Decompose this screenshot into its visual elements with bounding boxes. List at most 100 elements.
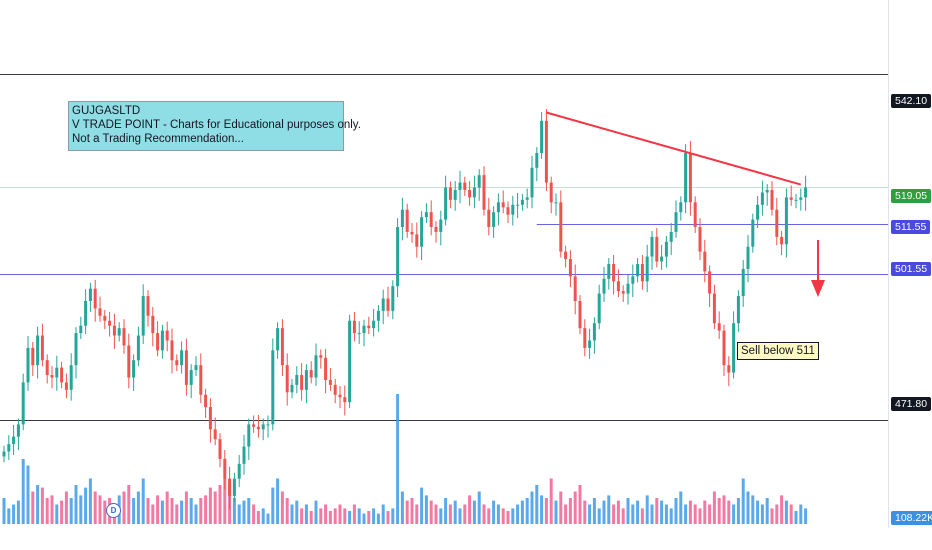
candle-body: [223, 458, 227, 479]
volume-bar: [156, 495, 160, 524]
candle-body: [88, 288, 92, 302]
volume-bar: [602, 500, 606, 524]
candle-body: [218, 439, 222, 459]
volume-bar: [103, 500, 107, 524]
volume-bar: [208, 487, 212, 524]
candle-body: [520, 199, 524, 205]
candle-body: [271, 350, 275, 425]
volume-bar: [612, 504, 616, 524]
volume-bar: [415, 504, 419, 524]
volume-bar: [444, 498, 448, 524]
volume-bar: [348, 511, 352, 524]
candle-body: [669, 231, 673, 242]
volume-bar: [367, 511, 371, 524]
candle-body: [165, 330, 169, 341]
volume-bar: [223, 478, 227, 524]
volume-bar: [636, 500, 640, 524]
candle-body: [36, 335, 40, 366]
volume-bar: [151, 504, 155, 524]
candle-body: [372, 320, 376, 329]
volume-bar: [314, 500, 318, 524]
candle-body: [424, 212, 428, 218]
volume-bar: [760, 504, 764, 524]
candle-body: [60, 367, 64, 383]
candle-body: [655, 236, 659, 262]
candle-body: [679, 202, 683, 213]
volume-bar: [751, 495, 755, 524]
candle-body: [717, 323, 721, 331]
volume-bar: [592, 498, 596, 524]
sell-callout[interactable]: Sell below 511: [737, 342, 819, 360]
candle-body: [602, 278, 606, 294]
volume-bar: [535, 485, 539, 524]
volume-bar: [362, 513, 366, 524]
volume-bar: [674, 498, 678, 524]
dividend-marker-icon[interactable]: D: [106, 503, 121, 518]
volume-bar: [511, 508, 515, 524]
volume-bar: [295, 500, 299, 524]
candle-body: [156, 333, 160, 351]
volume-bar: [573, 491, 577, 524]
candle-body: [597, 293, 601, 324]
volume-bar: [405, 500, 409, 524]
volume-bar: [693, 504, 697, 524]
annotation-box[interactable]: GUJGASLTD V TRADE POINT - Charts for Edu…: [68, 101, 361, 151]
candle-body: [213, 429, 217, 440]
volume-bar: [132, 498, 136, 524]
candle-body: [511, 204, 515, 215]
candle-body: [439, 219, 443, 232]
volume-bar: [568, 498, 572, 524]
candle-body: [141, 296, 145, 336]
volume-bar: [2, 498, 6, 524]
candle-body: [722, 330, 726, 366]
volume-bar: [40, 487, 44, 524]
price-tag-511: 511.55: [891, 220, 931, 234]
candle-body: [242, 446, 246, 464]
candle-body: [540, 120, 544, 153]
candle-body: [26, 347, 30, 383]
price-axis-border: [888, 0, 889, 528]
candle-body: [468, 189, 472, 198]
volume-bar: [420, 487, 424, 524]
candle-body: [357, 333, 361, 335]
candle-body: [204, 394, 208, 408]
volume-bar: [247, 498, 251, 524]
candle-body: [410, 231, 414, 235]
candle-body: [328, 379, 332, 385]
volume-bar: [391, 508, 395, 524]
candlesticks: [2, 109, 808, 510]
volume-bar: [501, 508, 505, 524]
candle-body: [429, 212, 433, 227]
volume-bar: [799, 504, 803, 524]
volume-bar: [794, 511, 798, 524]
volume-bar: [741, 478, 745, 524]
candle-body: [391, 286, 395, 311]
volume-bar: [727, 500, 731, 524]
candle-body: [573, 276, 577, 302]
candle-body: [136, 335, 140, 361]
volume-bar: [213, 491, 217, 524]
candle-body: [376, 310, 380, 321]
volume-bar: [175, 504, 179, 524]
volume-bar: [396, 394, 400, 524]
candle-body: [640, 264, 644, 282]
candle-body: [463, 182, 467, 190]
volume-bar: [45, 498, 49, 524]
volume-bar: [74, 485, 78, 524]
candle-body: [314, 355, 318, 378]
candle-body: [458, 182, 462, 190]
volume-bar: [50, 495, 54, 524]
volume-bar: [684, 504, 688, 524]
volume-bar: [357, 508, 361, 524]
volume-bar: [242, 500, 246, 524]
volume-bar: [703, 500, 707, 524]
volume-bar: [679, 491, 683, 524]
candle-body: [741, 268, 745, 297]
candle-body: [746, 246, 750, 269]
volume-bar: [410, 498, 414, 524]
volume-bar: [472, 500, 476, 524]
candle-body: [612, 264, 616, 282]
volume-bar: [338, 504, 342, 524]
candle-body: [309, 370, 313, 378]
